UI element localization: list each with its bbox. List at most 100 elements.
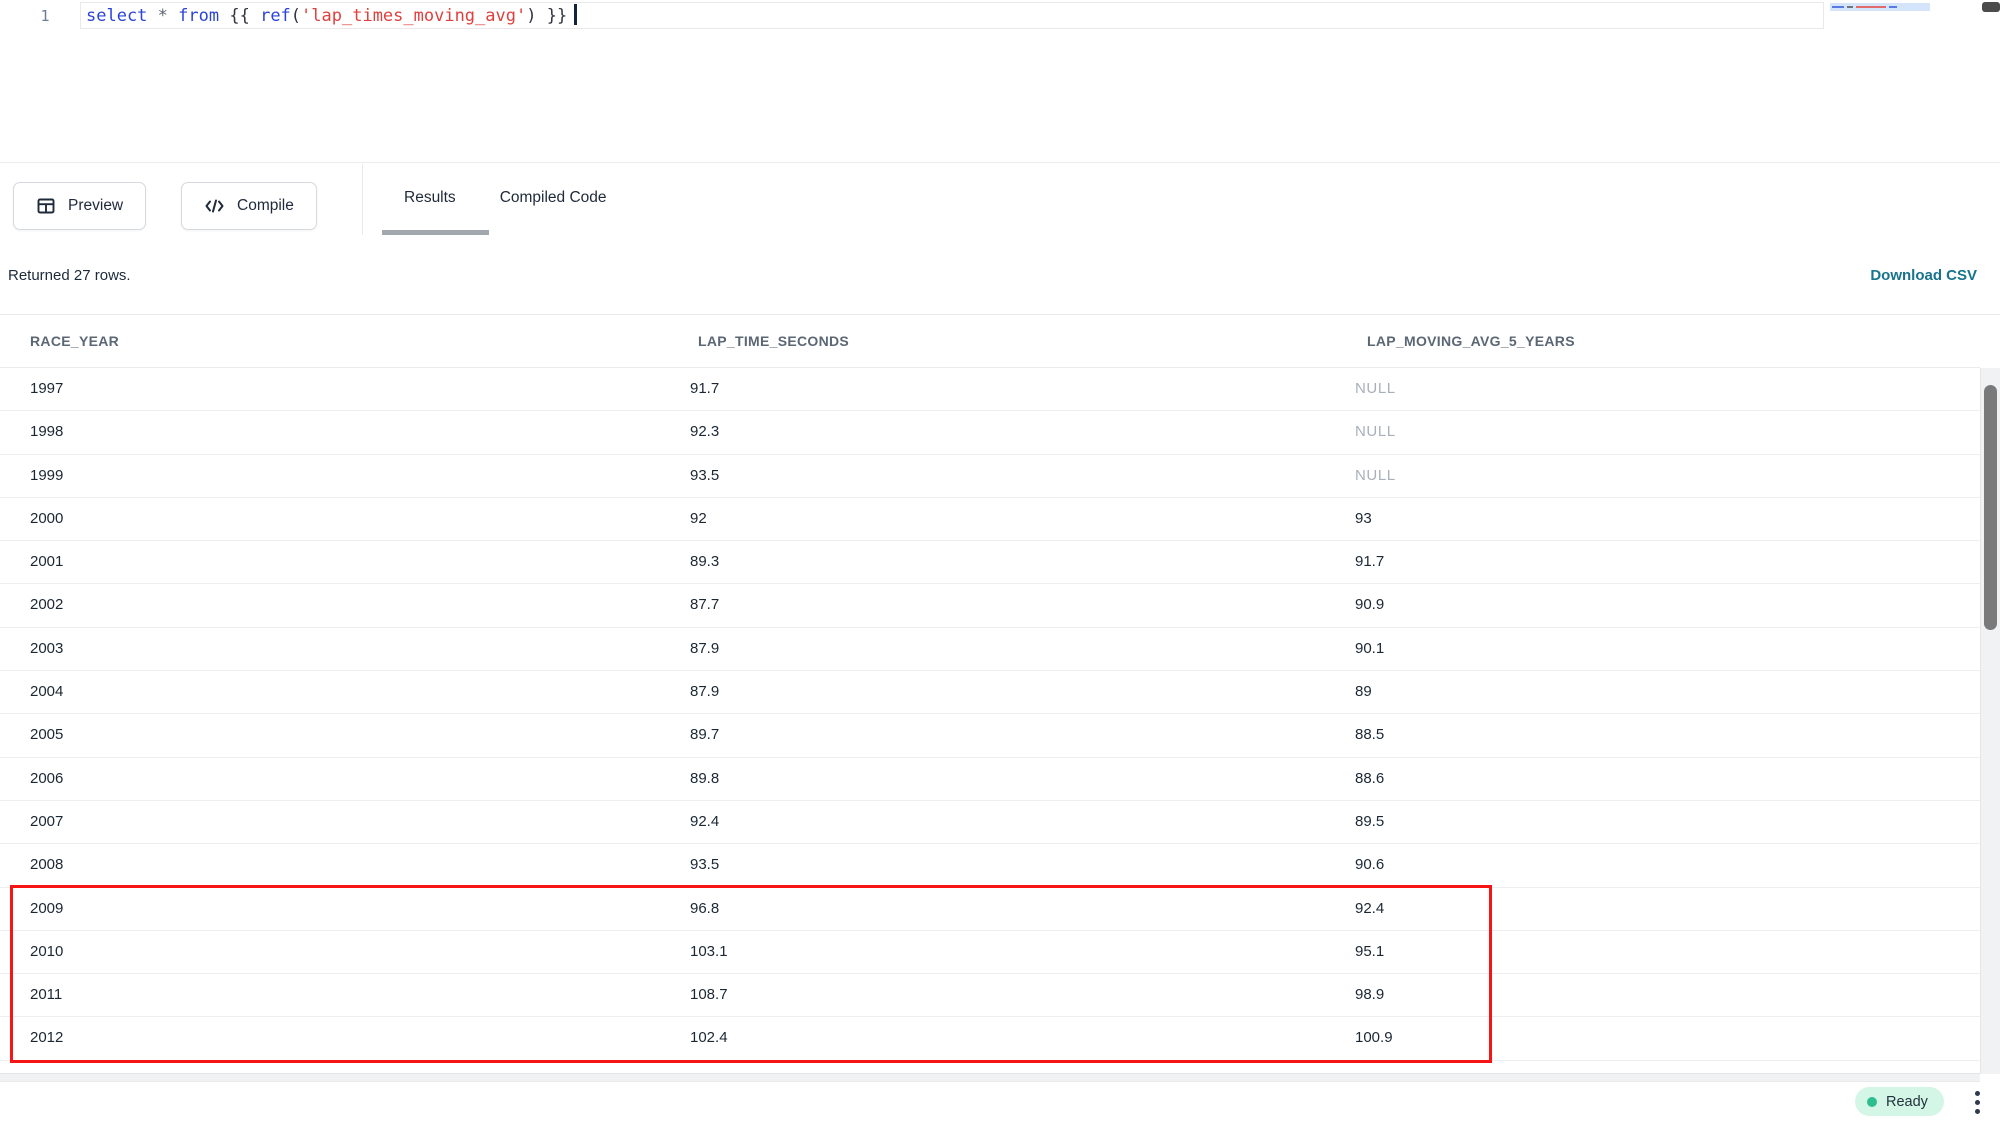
code-line-content: select * from {{ ref('lap_times_moving_a…	[86, 6, 567, 26]
cell-lap-time-seconds: 103.1	[690, 942, 728, 960]
code-line: select * from {{ ref('lap_times_moving_a…	[86, 4, 578, 28]
cell-race-year: 2005	[30, 726, 64, 744]
table-row: 2008 93.5 90.6	[0, 844, 1980, 888]
cell-lap-moving-avg: 90.1	[1355, 639, 1385, 657]
results-tabs: Results Compiled Code	[382, 164, 629, 235]
table-row: 2010 103.1 95.1	[0, 930, 1980, 975]
cell-race-year: 2010	[30, 942, 64, 960]
code-token: }}	[536, 6, 568, 26]
table-row: 2002 87.7 90.9	[0, 584, 1980, 628]
cell-lap-time-seconds: 96.8	[690, 899, 720, 917]
cell-lap-moving-avg: 89.5	[1355, 812, 1385, 830]
cell-race-year: 1998	[30, 423, 64, 441]
vertical-scrollbar-track[interactable]	[1980, 368, 2000, 1074]
line-number: 1	[40, 7, 50, 25]
editor-minimap[interactable]	[1830, 3, 1930, 14]
minimap-code-mark	[1832, 6, 1844, 8]
table-row: 1997 91.7 NULL	[0, 368, 1980, 412]
kebab-menu-icon[interactable]	[1966, 1084, 1988, 1120]
cell-lap-time-seconds: 92	[690, 509, 707, 527]
table-row: 2005 89.7 88.5	[0, 714, 1980, 758]
status-badge-label: Ready	[1886, 1093, 1928, 1110]
tab-results[interactable]: Results	[404, 189, 456, 206]
horizontal-scrollbar-track[interactable]	[0, 1073, 1980, 1082]
cell-race-year: 2006	[30, 769, 64, 787]
code-token: *	[157, 6, 168, 26]
table-row: 2011 108.7 98.9	[0, 974, 1980, 1018]
code-token: select	[86, 6, 148, 26]
cell-race-year: 2009	[30, 899, 64, 917]
minimap-code-mark	[1847, 6, 1853, 8]
table-row: 2000 92 93	[0, 497, 1980, 542]
minimap-code-mark	[1889, 6, 1897, 8]
cell-lap-moving-avg: NULL	[1355, 380, 1396, 397]
cell-lap-time-seconds: 92.3	[690, 423, 720, 441]
cell-lap-time-seconds: 89.3	[690, 553, 720, 571]
cell-lap-moving-avg: 98.9	[1355, 986, 1385, 1004]
minimap-code-mark	[1856, 6, 1886, 8]
row-count-summary: Returned 27 rows.	[8, 267, 131, 284]
cell-lap-moving-avg: 100.9	[1355, 1029, 1393, 1047]
code-token: from	[178, 6, 220, 26]
table-body: 1997 91.7 NULL 1998 92.3 NULL 1999 93.5 NULL 2000…	[0, 368, 1980, 1061]
compile-button[interactable]: Compile	[181, 182, 317, 230]
vertical-scrollbar-thumb[interactable]	[1984, 385, 1997, 630]
code-token: 'lap_times_moving_avg'	[301, 6, 527, 26]
cell-lap-moving-avg: 91.7	[1355, 553, 1385, 571]
cell-lap-time-seconds: 87.7	[690, 596, 720, 614]
code-brackets-icon	[204, 196, 225, 216]
code-token	[168, 6, 178, 26]
cell-race-year: 2012	[30, 1029, 64, 1047]
column-header-race-year: RACE_YEAR	[30, 333, 120, 349]
text-cursor	[574, 4, 578, 25]
code-token: {{	[219, 6, 261, 26]
table-row: 2004 87.9 89	[0, 671, 1980, 715]
cell-lap-moving-avg: 90.6	[1355, 856, 1385, 874]
editor-scrollbar-thumb[interactable]	[1982, 2, 2000, 12]
cell-lap-moving-avg: 92.4	[1355, 899, 1385, 917]
green-dot-icon	[1867, 1096, 1877, 1107]
cell-race-year: 2000	[30, 509, 64, 527]
divider	[0, 314, 2000, 315]
preview-button[interactable]: Preview	[13, 182, 147, 230]
table-row: 1998 92.3 NULL	[0, 411, 1980, 455]
cell-race-year: 2004	[30, 683, 64, 701]
code-token: )	[526, 6, 537, 26]
cell-lap-time-seconds: 89.8	[690, 769, 720, 787]
download-csv-link[interactable]: Download CSV	[1870, 267, 1977, 284]
status-bar: Ready	[0, 1082, 2000, 1124]
cell-race-year: 2003	[30, 639, 64, 657]
table-row: 2003 87.9 90.1	[0, 627, 1980, 672]
cell-race-year: 2011	[30, 986, 63, 1004]
code-token: ref	[260, 6, 291, 26]
cell-lap-moving-avg: 88.5	[1355, 726, 1385, 744]
table-header-row: RACE_YEAR LAP_TIME_SECONDS LAP_MOVING_AV…	[0, 315, 1980, 368]
table-row: 2012 102.4 100.9	[0, 1017, 1980, 1061]
active-tab-indicator	[382, 230, 489, 235]
tab-compiled-code[interactable]: Compiled Code	[499, 189, 607, 206]
table-grid-icon	[36, 196, 56, 216]
cell-race-year: 2008	[30, 856, 64, 874]
column-header-lap-time-seconds: LAP_TIME_SECONDS	[698, 333, 850, 349]
status-badge: Ready	[1855, 1087, 1944, 1116]
cell-race-year: 1997	[30, 380, 64, 397]
cell-lap-time-seconds: 108.7	[690, 986, 728, 1004]
cell-lap-moving-avg: NULL	[1355, 423, 1396, 441]
cell-lap-time-seconds: 87.9	[690, 683, 720, 701]
cell-lap-moving-avg: 95.1	[1355, 942, 1385, 960]
sql-editor[interactable]: 1 select * from {{ ref('lap_times_moving…	[0, 0, 2000, 163]
cell-race-year: 1999	[30, 466, 64, 484]
table-row: 2007 92.4 89.5	[0, 800, 1980, 845]
toolbar-divider	[362, 164, 363, 235]
current-line-highlight	[80, 2, 1824, 29]
cell-lap-time-seconds: 92.4	[690, 812, 720, 830]
code-token	[147, 6, 157, 26]
cell-lap-time-seconds: 87.9	[690, 639, 720, 657]
cell-lap-moving-avg: 93	[1355, 509, 1372, 527]
cell-lap-time-seconds: 89.7	[690, 726, 720, 744]
cell-race-year: 2001	[30, 553, 64, 571]
cell-lap-time-seconds: 93.5	[690, 466, 720, 484]
table-row: 1999 93.5 NULL	[0, 454, 1980, 498]
cell-lap-time-seconds: 102.4	[690, 1029, 728, 1047]
